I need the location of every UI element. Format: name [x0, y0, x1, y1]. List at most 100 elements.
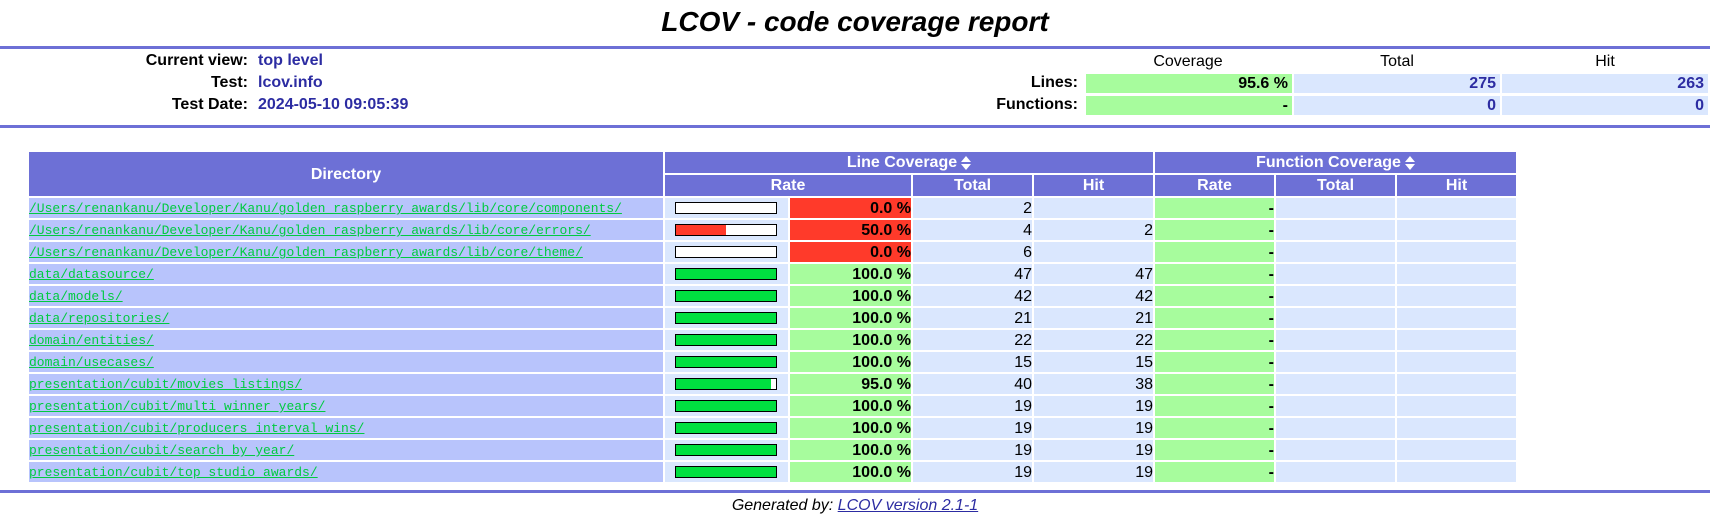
coverage-bar-fill — [676, 269, 776, 279]
directory-link[interactable]: data/repositories/ — [29, 311, 170, 326]
directory-link[interactable]: domain/usecases/ — [29, 355, 154, 370]
line-rate-cell: 95.0 % — [790, 374, 911, 394]
function-rate-cell: - — [1155, 198, 1274, 218]
directory-cell: presentation/cubit/multi_winner_years/ — [29, 396, 663, 416]
function-hit-cell — [1397, 418, 1516, 438]
function-rate-cell: - — [1155, 242, 1274, 262]
line-total-cell: 19 — [913, 396, 1032, 416]
function-total-cell — [1276, 220, 1395, 240]
directory-cell: /Users/renankanu/Developer/Kanu/golden_r… — [29, 220, 663, 240]
line-rate-header: Rate — [665, 175, 911, 196]
table-row: /Users/renankanu/Developer/Kanu/golden_r… — [29, 242, 1516, 262]
table-row: data/repositories/100.0 % 21 21- — [29, 308, 1516, 328]
coverage-bar-fill — [676, 401, 776, 411]
line-total-header: Total — [913, 175, 1032, 196]
line-rate-cell: 100.0 % — [790, 330, 911, 350]
function-hit-cell — [1397, 286, 1516, 306]
table-row: presentation/cubit/producers_interval_wi… — [29, 418, 1516, 438]
coverage-bar-cell — [665, 462, 788, 482]
directory-link[interactable]: data/datasource/ — [29, 267, 154, 282]
line-hit-cell: 19 — [1034, 396, 1153, 416]
coverage-bar-cell — [665, 242, 788, 262]
directory-link[interactable]: presentation/cubit/multi_winner_years/ — [29, 399, 326, 414]
function-rate-cell: - — [1155, 286, 1274, 306]
directory-link[interactable]: /Users/renankanu/Developer/Kanu/golden_r… — [29, 201, 622, 216]
coverage-table: Directory Line Coverage Function Coverag… — [27, 150, 1518, 484]
function-rate-cell: - — [1155, 352, 1274, 372]
directory-cell: data/models/ — [29, 286, 663, 306]
directory-link[interactable]: presentation/cubit/producers_interval_wi… — [29, 421, 365, 436]
coverage-bar-cell — [665, 418, 788, 438]
directory-cell: presentation/cubit/movies_listings/ — [29, 374, 663, 394]
directory-cell: /Users/renankanu/Developer/Kanu/golden_r… — [29, 242, 663, 262]
summary-lines-label: Lines: — [1030, 74, 1078, 91]
coverage-bar-cell — [665, 308, 788, 328]
lcov-version-link[interactable]: LCOV version 2.1-1 — [837, 497, 979, 514]
function-rate-cell: - — [1155, 440, 1274, 460]
function-hit-cell — [1397, 308, 1516, 328]
directory-link[interactable]: data/models/ — [29, 289, 123, 304]
current-view-label: Current view: — [145, 52, 248, 69]
function-total-cell — [1276, 352, 1395, 372]
coverage-bar — [675, 356, 777, 368]
lines-total-value: 275 — [1294, 74, 1500, 93]
current-view-link[interactable]: top level — [258, 52, 323, 69]
sort-icon[interactable] — [961, 155, 972, 170]
line-hit-cell: 19 — [1034, 440, 1153, 460]
function-total-header: Total — [1276, 175, 1395, 196]
coverage-bar — [675, 466, 777, 478]
test-date-value: 2024-05-10 09:05:39 — [258, 96, 409, 113]
function-coverage-header-label: Function Coverage — [1256, 154, 1401, 171]
function-total-cell — [1276, 462, 1395, 482]
function-hit-cell — [1397, 352, 1516, 372]
coverage-bar-cell — [665, 220, 788, 240]
table-row: /Users/renankanu/Developer/Kanu/golden_r… — [29, 198, 1516, 218]
directory-cell: /Users/renankanu/Developer/Kanu/golden_r… — [29, 198, 663, 218]
line-hit-cell: 19 — [1034, 418, 1153, 438]
function-hit-cell — [1397, 396, 1516, 416]
directory-link[interactable]: domain/entities/ — [29, 333, 154, 348]
line-hit-header: Hit — [1034, 175, 1153, 196]
line-rate-cell: 100.0 % — [790, 396, 911, 416]
function-total-cell — [1276, 242, 1395, 262]
coverage-bar-cell — [665, 396, 788, 416]
sort-icon[interactable] — [1404, 155, 1415, 170]
directory-link[interactable]: presentation/cubit/search_by_year/ — [29, 443, 295, 458]
function-hit-cell — [1397, 374, 1516, 394]
function-rate-cell: - — [1155, 220, 1274, 240]
function-hit-cell — [1397, 198, 1516, 218]
line-hit-cell: 15 — [1034, 352, 1153, 372]
lines-coverage-value: 95.6 % — [1086, 74, 1292, 93]
line-coverage-header[interactable]: Line Coverage — [665, 152, 1153, 173]
function-rate-cell: - — [1155, 308, 1274, 328]
coverage-bar-cell — [665, 374, 788, 394]
directory-cell: domain/entities/ — [29, 330, 663, 350]
page-title: LCOV - code coverage report — [661, 6, 1049, 37]
summary-total-header: Total — [1380, 53, 1414, 70]
function-hit-cell — [1397, 264, 1516, 284]
function-hit-header: Hit — [1397, 175, 1516, 196]
table-row: presentation/cubit/search_by_year/100.0 … — [29, 440, 1516, 460]
directory-cell: data/repositories/ — [29, 308, 663, 328]
coverage-bar-fill — [676, 313, 776, 323]
coverage-bar-fill — [676, 423, 776, 433]
summary-hit-header: Hit — [1595, 53, 1615, 70]
coverage-bar-fill — [676, 445, 776, 455]
line-total-cell: 19 — [913, 418, 1032, 438]
directory-link[interactable]: /Users/renankanu/Developer/Kanu/golden_r… — [29, 245, 583, 260]
function-hit-cell — [1397, 242, 1516, 262]
directory-link[interactable]: /Users/renankanu/Developer/Kanu/golden_r… — [29, 223, 591, 238]
coverage-bar — [675, 444, 777, 456]
directory-link[interactable]: presentation/cubit/top_studio_awards/ — [29, 465, 318, 480]
footer: Generated by: LCOV version 2.1-1 — [0, 497, 1710, 515]
test-value: lcov.info — [258, 74, 323, 91]
coverage-bar — [675, 378, 777, 390]
table-row: data/datasource/100.0 % 47 47- — [29, 264, 1516, 284]
coverage-bar — [675, 268, 777, 280]
directory-link[interactable]: presentation/cubit/movies_listings/ — [29, 377, 303, 392]
function-hit-cell — [1397, 462, 1516, 482]
line-total-cell: 4 — [913, 220, 1032, 240]
coverage-bar-fill — [676, 357, 776, 367]
function-coverage-header[interactable]: Function Coverage — [1155, 152, 1516, 173]
coverage-bar — [675, 400, 777, 412]
